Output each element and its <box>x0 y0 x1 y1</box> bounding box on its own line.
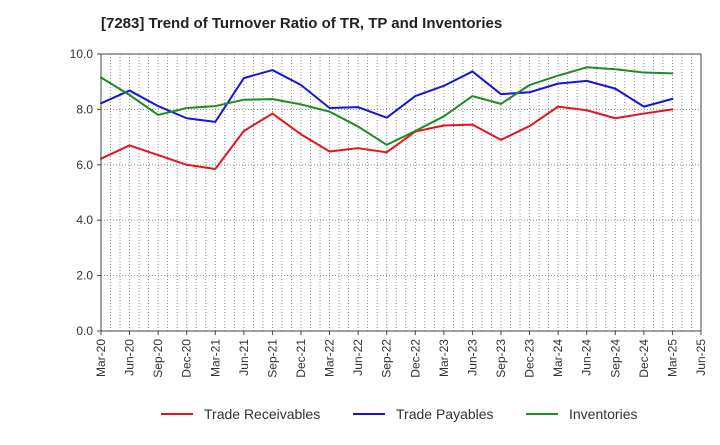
legend-label: Inventories <box>569 406 637 422</box>
x-tick-label: Mar-23 <box>437 339 451 377</box>
x-tick-label: Mar-21 <box>208 339 222 377</box>
y-tick-label: 8.0 <box>76 102 93 116</box>
x-tick-label: Jun-21 <box>237 339 251 376</box>
y-tick-label: 0.0 <box>76 324 93 338</box>
y-tick-label: 10.0 <box>70 47 94 61</box>
axes: 0.0 2.0 4.0 6.0 8.0 10.0 Mar-20 Jun-20 Sep-20 Dec… <box>70 47 708 378</box>
x-tick-label: Dec-21 <box>294 339 308 378</box>
legend-label: Trade Payables <box>396 406 494 422</box>
series-lines <box>100 66 674 170</box>
chart-title: [7283] Trend of Turnover Ratio of TR, TP… <box>101 15 503 32</box>
x-tick-label: Dec-24 <box>637 339 651 378</box>
x-tick-label: Dec-23 <box>523 339 537 378</box>
series-line-3 <box>100 66 674 146</box>
x-tick-label: Mar-24 <box>551 339 565 377</box>
x-tick-label: Jun-25 <box>694 339 708 376</box>
legend: Trade Receivables Trade Payables Inventori… <box>161 406 637 422</box>
x-tick-label: Mar-20 <box>94 339 108 377</box>
y-tick-label: 2.0 <box>76 269 93 283</box>
x-tick-label: Jun-24 <box>580 339 594 376</box>
y-tick-label: 6.0 <box>76 158 93 172</box>
series-line-1 <box>100 105 674 170</box>
plot-border <box>100 53 702 332</box>
x-tick-label: Sep-20 <box>151 339 165 378</box>
x-tick-label: Dec-20 <box>180 339 194 378</box>
series-line-2 <box>100 69 674 123</box>
x-tick-label: Sep-22 <box>380 339 394 378</box>
x-tick-label: Jun-23 <box>465 339 479 376</box>
x-tick-label: Mar-22 <box>323 339 337 377</box>
x-tick-label: Sep-21 <box>265 339 279 378</box>
legend-label: Trade Receivables <box>204 406 320 422</box>
x-tick-label: Sep-23 <box>494 339 508 378</box>
x-tick-label: Mar-25 <box>665 339 679 377</box>
x-tick-label: Dec-22 <box>408 339 422 378</box>
x-tick-label: Jun-20 <box>123 339 137 376</box>
x-tick-label: Sep-24 <box>608 339 622 378</box>
plot-area <box>101 54 701 331</box>
y-tick-label: 4.0 <box>76 213 93 227</box>
grid <box>100 53 702 332</box>
x-tick-label: Jun-22 <box>351 339 365 376</box>
